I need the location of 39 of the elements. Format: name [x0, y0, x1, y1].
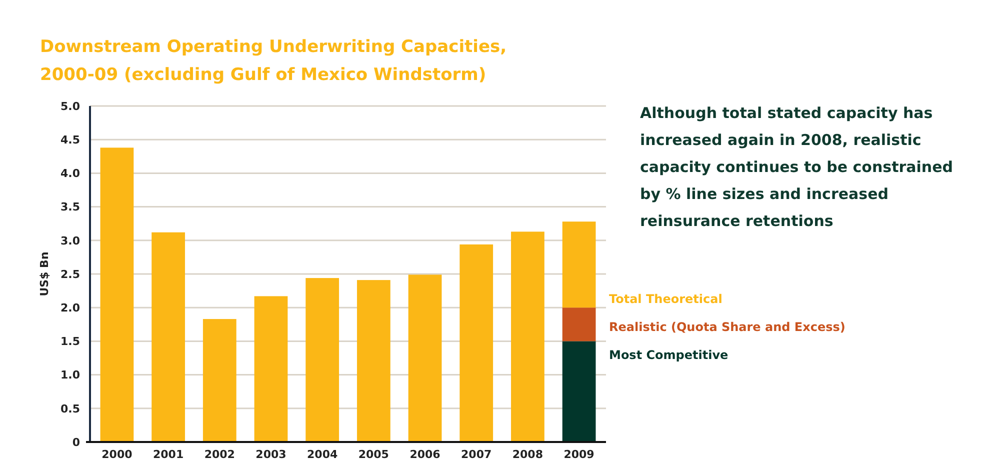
y-tick-label: 1.0	[60, 368, 80, 382]
y-tick-label: 1.5	[60, 335, 80, 348]
y-tick-label: 4.0	[60, 167, 80, 180]
series-label: Realistic (Quota Share and Excess)	[609, 320, 846, 334]
bar	[254, 296, 288, 442]
x-tick-label: 2000	[102, 448, 133, 461]
y-tick-label: 0	[72, 436, 80, 449]
x-tick-label: 2007	[461, 448, 492, 461]
x-tick-label: 2002	[204, 448, 235, 461]
bar	[152, 232, 185, 442]
x-tick-label: 2004	[307, 448, 338, 461]
bar	[460, 244, 494, 442]
x-tick-label: 2009	[564, 448, 594, 461]
y-tick-label: 4.5	[60, 133, 80, 146]
bar	[562, 341, 596, 442]
y-tick-label: 0.5	[60, 402, 80, 416]
bar	[408, 274, 442, 442]
y-tick-label: 2.0	[60, 301, 80, 314]
text: Although total stated capacity has increased again in 2008, realistic capacity continues to be constrained by % line sizes and increased reinsurance retentions	[640, 104, 954, 230]
bar	[356, 280, 390, 442]
bar	[202, 319, 236, 442]
series-label: Most Competitive	[609, 348, 728, 362]
x-tick-label: 2001	[152, 448, 184, 461]
bar	[100, 148, 134, 442]
series-label: Total Theoretical	[609, 292, 722, 306]
bar	[306, 278, 340, 442]
bar	[511, 232, 544, 442]
x-tick-label: 2003	[256, 448, 286, 461]
bar	[562, 222, 596, 308]
x-tick-label: 2008	[512, 448, 544, 461]
x-tick-label: 2006	[410, 448, 441, 461]
y-tick-label: 5.0	[60, 100, 80, 113]
x-tick-label: 2005	[358, 448, 389, 461]
y-tick-label: 3.0	[60, 234, 80, 248]
chart-title: Downstream Operating Underwriting Capacities, 2000-09 (excluding Gulf of Mexico Windstorm)	[40, 37, 507, 85]
bar	[562, 308, 596, 342]
y-tick-label: 2.5	[60, 268, 80, 281]
y-axis-title: US$ Bn	[38, 252, 51, 296]
y-tick-label: 3.5	[60, 200, 80, 214]
